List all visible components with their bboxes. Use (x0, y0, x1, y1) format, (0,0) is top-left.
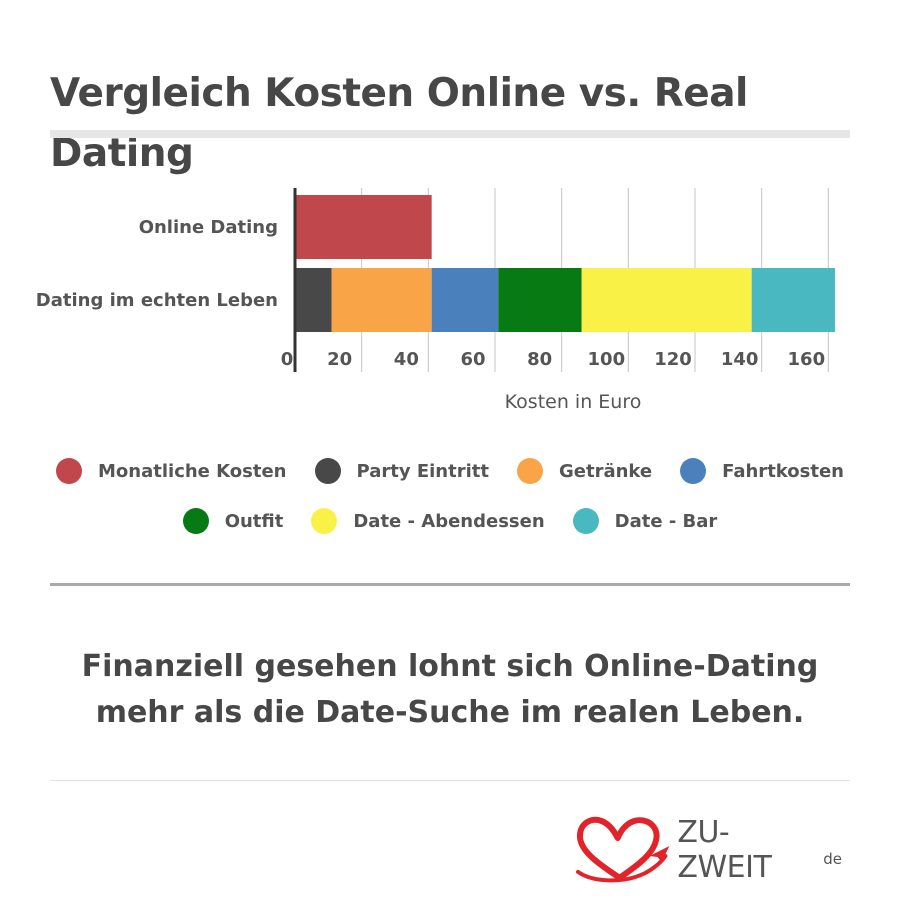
legend-item: Date - Bar (572, 508, 718, 534)
section-divider (50, 583, 850, 586)
legend-item: Date - Abendessen (311, 508, 545, 534)
legend-label: Date - Bar (614, 510, 718, 532)
legend-item: Monatliche Kosten (56, 458, 287, 484)
x-tick-label: 100 (588, 349, 626, 370)
footer-divider (50, 780, 850, 781)
conclusion-text: Finanziell gesehen lohnt sich Online-Dat… (50, 644, 850, 736)
x-tick-label: 20 (327, 349, 352, 370)
conclusion-line-1: Finanziell gesehen lohnt sich Online-Dat… (81, 649, 819, 684)
x-tick-label: 40 (394, 349, 419, 370)
legend-item: Fahrtkosten (680, 458, 844, 484)
chart-legend: Monatliche Kosten Party Eintritt Getränke F… (50, 452, 850, 562)
legend-swatch (314, 458, 341, 484)
bar-segment (295, 268, 332, 332)
legend-swatch (56, 458, 83, 484)
bar-segment (581, 268, 752, 332)
legend-swatch (680, 458, 707, 484)
legend-label: Party Eintritt (356, 460, 489, 482)
title-divider (50, 130, 850, 138)
legend-label: Fahrtkosten (722, 460, 844, 482)
x-tick-label: 140 (721, 349, 759, 370)
legend-label: Outfit (224, 510, 284, 532)
legend-row: Monatliche Kosten Party Eintritt Getränke F… (50, 452, 850, 490)
legend-item: Getränke (516, 458, 653, 484)
bar-segment (295, 195, 432, 259)
legend-swatch (182, 508, 209, 534)
category-label: Dating im echten Leben (36, 290, 278, 311)
legend-row: Outfit Date - Abendessen Date - Bar (50, 502, 850, 540)
legend-item: Outfit (182, 508, 284, 534)
x-tick-label: 0 (281, 349, 294, 370)
bar-segment (331, 268, 432, 332)
legend-label: Getränke (558, 460, 653, 482)
stacked-bar-chart: Online Dating Dating im echten Leben 0 20 40… (0, 150, 900, 430)
page-title: Vergleich Kosten Online vs. Real Dating (50, 71, 748, 176)
heart-swirl-paper-plane-icon (575, 816, 670, 883)
x-tick-label: 160 (788, 349, 826, 370)
legend-swatch (516, 458, 543, 484)
x-axis-title: Kosten in Euro (505, 391, 642, 413)
legend-swatch (311, 508, 338, 534)
bar-segment (751, 268, 835, 332)
bar-segment (498, 268, 582, 332)
x-tick-label: 80 (527, 349, 552, 370)
x-tick-label: 60 (460, 349, 485, 370)
brand-logo[interactable]: ZU-ZWEIT de (572, 812, 842, 888)
brand-tld: de (823, 850, 842, 868)
bar-segment (431, 268, 499, 332)
brand-name: ZU-ZWEIT (677, 815, 772, 885)
category-label: Online Dating (139, 217, 278, 238)
chart-canvas: Online Dating Dating im echten Leben 0 20 40… (36, 188, 835, 413)
legend-label: Monatliche Kosten (98, 460, 287, 482)
conclusion-line-2: mehr als die Date-Suche im realen Leben. (95, 695, 805, 730)
x-tick-label: 120 (654, 349, 692, 370)
legend-swatch (572, 508, 599, 534)
legend-label: Date - Abendessen (353, 510, 545, 532)
legend-item: Party Eintritt (314, 458, 489, 484)
